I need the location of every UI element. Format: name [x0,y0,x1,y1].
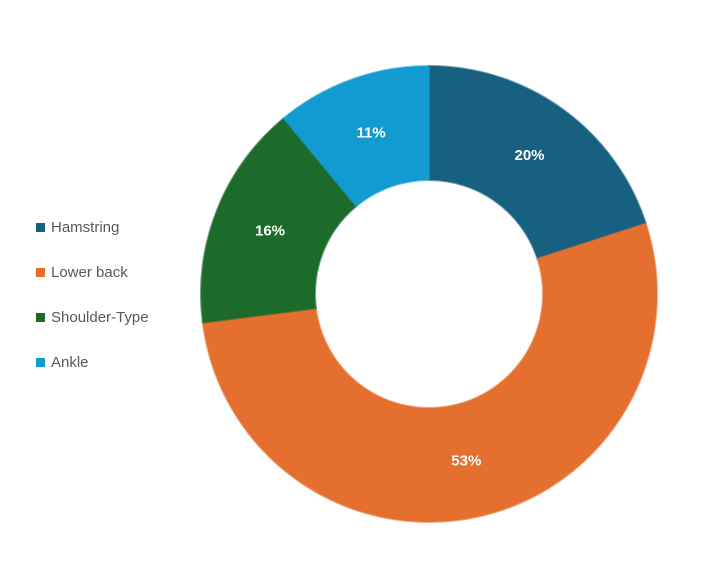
legend-label-lower-back: Lower back [51,263,128,281]
legend-swatch-lower-back [36,267,45,277]
data-label-hamstring: 20% [514,147,544,164]
slice-shoulder-type [200,116,358,324]
slice-lower-back [201,222,658,523]
legend-item-shoulder-type: Shoulder-Type [36,306,206,328]
legend-swatch-hamstring [36,222,45,232]
legend-swatch-shoulder-type [36,312,45,322]
data-labels: 20% 53% 16% 11% [255,125,545,470]
data-label-lower-back: 53% [451,452,481,469]
legend-item-lower-back: Lower back [36,261,206,283]
donut-slices [200,64,658,523]
data-label-ankle: 11% [356,125,385,142]
legend-swatch-ankle [36,357,45,367]
data-label-shoulder-type: 16% [255,223,285,240]
legend-label-shoulder-type: Shoulder-Type [51,308,149,326]
legend-label-hamstring: Hamstring [51,218,120,236]
legend-item-ankle: Ankle [36,351,206,373]
legend-label-ankle: Ankle [51,353,89,371]
slice-ankle [282,64,430,208]
legend: Hamstring Lower back Shoulder-Type Ankle [36,216,206,396]
slice-hamstring [428,64,648,261]
legend-item-hamstring: Hamstring [36,216,206,238]
